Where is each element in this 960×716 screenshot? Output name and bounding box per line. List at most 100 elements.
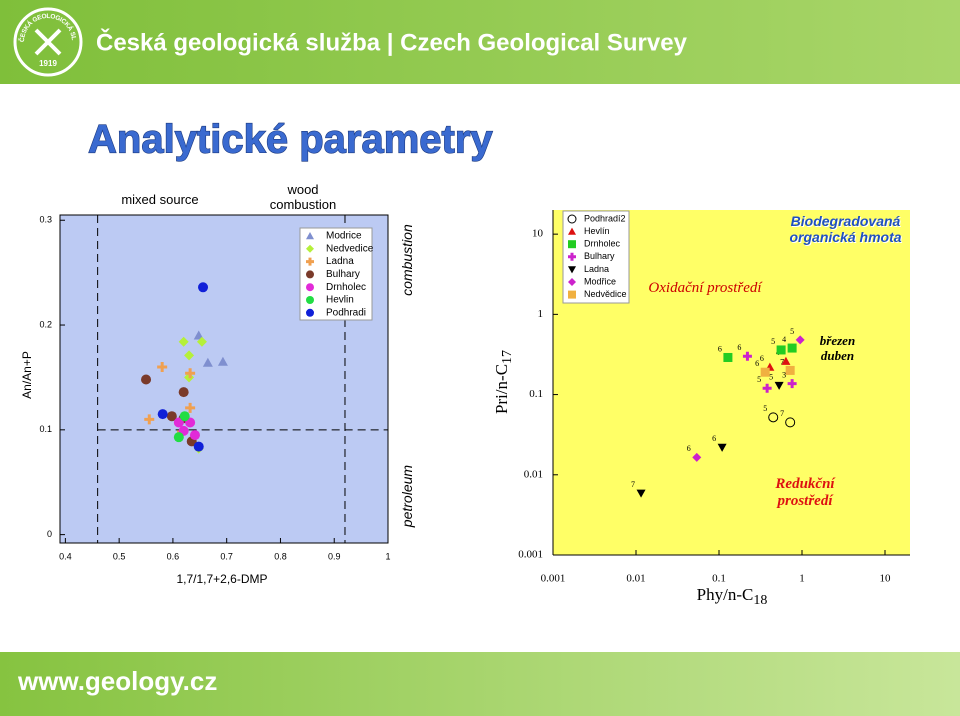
marker xyxy=(776,345,786,355)
legend-marker xyxy=(306,296,314,304)
y-tick-label: 0 xyxy=(47,529,52,539)
x-tick-label: 1 xyxy=(799,573,805,585)
x-axis-title-text: 1,7/1,7+2,6-DMP xyxy=(176,572,267,586)
legend-label: Nedvědice xyxy=(584,289,627,299)
legend-label: Modrice xyxy=(326,231,362,242)
point-label: 5 xyxy=(771,337,775,346)
marker xyxy=(198,282,209,293)
point-label: 3 xyxy=(782,370,786,379)
marker xyxy=(636,489,646,498)
x-tick-label: 0.001 xyxy=(541,573,566,585)
y-axis-title-text: Pri/n-C xyxy=(492,364,511,414)
marker xyxy=(785,417,796,428)
legend-label: Bulhary xyxy=(584,251,615,261)
x-tick-label: 0.5 xyxy=(113,551,126,561)
marker xyxy=(166,411,177,422)
marker xyxy=(193,330,204,340)
x-tick-label: 0.4 xyxy=(59,551,72,561)
x-tick-label: 10 xyxy=(880,573,892,585)
y-tick-label: 0.1 xyxy=(529,388,543,400)
marker xyxy=(196,336,207,347)
point-label: 7 xyxy=(631,480,635,489)
x-axis-title-text: Phy/n-C xyxy=(697,585,754,604)
marker xyxy=(217,356,228,366)
marker xyxy=(185,402,196,413)
y-tick-label: 0.3 xyxy=(39,215,52,225)
point-label: 7 xyxy=(780,409,784,418)
x-tick-label: 0.8 xyxy=(274,551,287,561)
legend-label: Nedvedice xyxy=(326,243,374,254)
annotation: Biodegradovaná organická hmota xyxy=(789,213,902,246)
marker xyxy=(189,430,200,441)
annotation: combustion xyxy=(398,224,415,296)
header-band xyxy=(0,0,960,84)
x-axis-title-sub: 18 xyxy=(753,593,767,608)
point-label: 6 xyxy=(737,343,741,352)
point-label: 5 xyxy=(757,375,761,384)
annotation: březen duben xyxy=(819,333,856,363)
annotation: wood combustion xyxy=(269,182,337,212)
marker xyxy=(185,368,196,379)
point-label: 5 xyxy=(763,404,767,413)
x-axis-title: Phy/n-C18 xyxy=(697,585,768,608)
marker xyxy=(178,387,189,398)
marker xyxy=(768,412,779,423)
annotation: Redukční prostředí xyxy=(775,476,835,510)
legend-label: Drnholec xyxy=(584,239,621,249)
marker xyxy=(787,343,797,353)
x-tick-label: 0.01 xyxy=(626,573,645,585)
y-axis-title-sub: 17 xyxy=(500,350,515,364)
y-tick-label: 0.2 xyxy=(39,319,52,329)
legend-label: Ladna xyxy=(584,264,609,274)
legend-marker xyxy=(568,278,576,286)
marker xyxy=(692,452,702,462)
legend-label: Podhradi xyxy=(326,307,366,318)
marker xyxy=(178,336,189,347)
legend-marker xyxy=(306,283,314,292)
point-label: 5 xyxy=(769,372,773,381)
legend-label: Podhradí2 xyxy=(584,213,626,223)
point-label: 6 xyxy=(712,434,716,443)
legend-label: Hevlín xyxy=(584,226,610,236)
legend-marker xyxy=(306,257,314,266)
point-label: 5 xyxy=(790,327,794,336)
y-axis-title: Pri/n-C17 xyxy=(492,350,515,414)
marker xyxy=(157,361,168,372)
annotation: Oxidační prostředí xyxy=(648,280,762,296)
header-title: Česká geologická služba | Czech Geologic… xyxy=(96,28,688,56)
legend-label: Bulhary xyxy=(326,269,360,280)
legend-marker xyxy=(306,270,314,279)
legend-marker xyxy=(306,308,314,317)
marker xyxy=(787,379,797,389)
y-axis-title-text: An/An+P xyxy=(20,351,34,399)
y-tick-label: 1 xyxy=(538,308,544,320)
y-tick-label: 0.1 xyxy=(39,424,52,434)
y-tick-label: 0.001 xyxy=(518,549,543,561)
annotation: petroleum xyxy=(398,464,415,528)
legend-marker xyxy=(567,214,577,224)
legend-label: Ladna xyxy=(326,256,354,267)
x-tick-label: 0.7 xyxy=(220,551,233,561)
marker xyxy=(717,443,727,452)
legend-label: Hevlin xyxy=(326,295,354,306)
marker xyxy=(144,414,155,425)
point-label: 6 xyxy=(755,359,759,368)
marker xyxy=(157,409,168,420)
point-label: 6 xyxy=(760,354,764,363)
marker xyxy=(723,352,733,362)
marker xyxy=(193,441,204,452)
point-label: 6 xyxy=(718,344,722,353)
legend-label: Drnholec xyxy=(326,282,366,293)
point-label: 7 xyxy=(780,357,784,366)
marker xyxy=(179,411,190,422)
legend-marker xyxy=(568,252,576,261)
point-label: 6 xyxy=(687,444,691,453)
marker xyxy=(774,381,784,390)
legend-label: Modřice xyxy=(584,276,616,286)
marker xyxy=(795,335,805,345)
x-tick-label: 0.1 xyxy=(712,573,726,585)
marker xyxy=(141,374,152,385)
legend-marker xyxy=(306,244,314,253)
